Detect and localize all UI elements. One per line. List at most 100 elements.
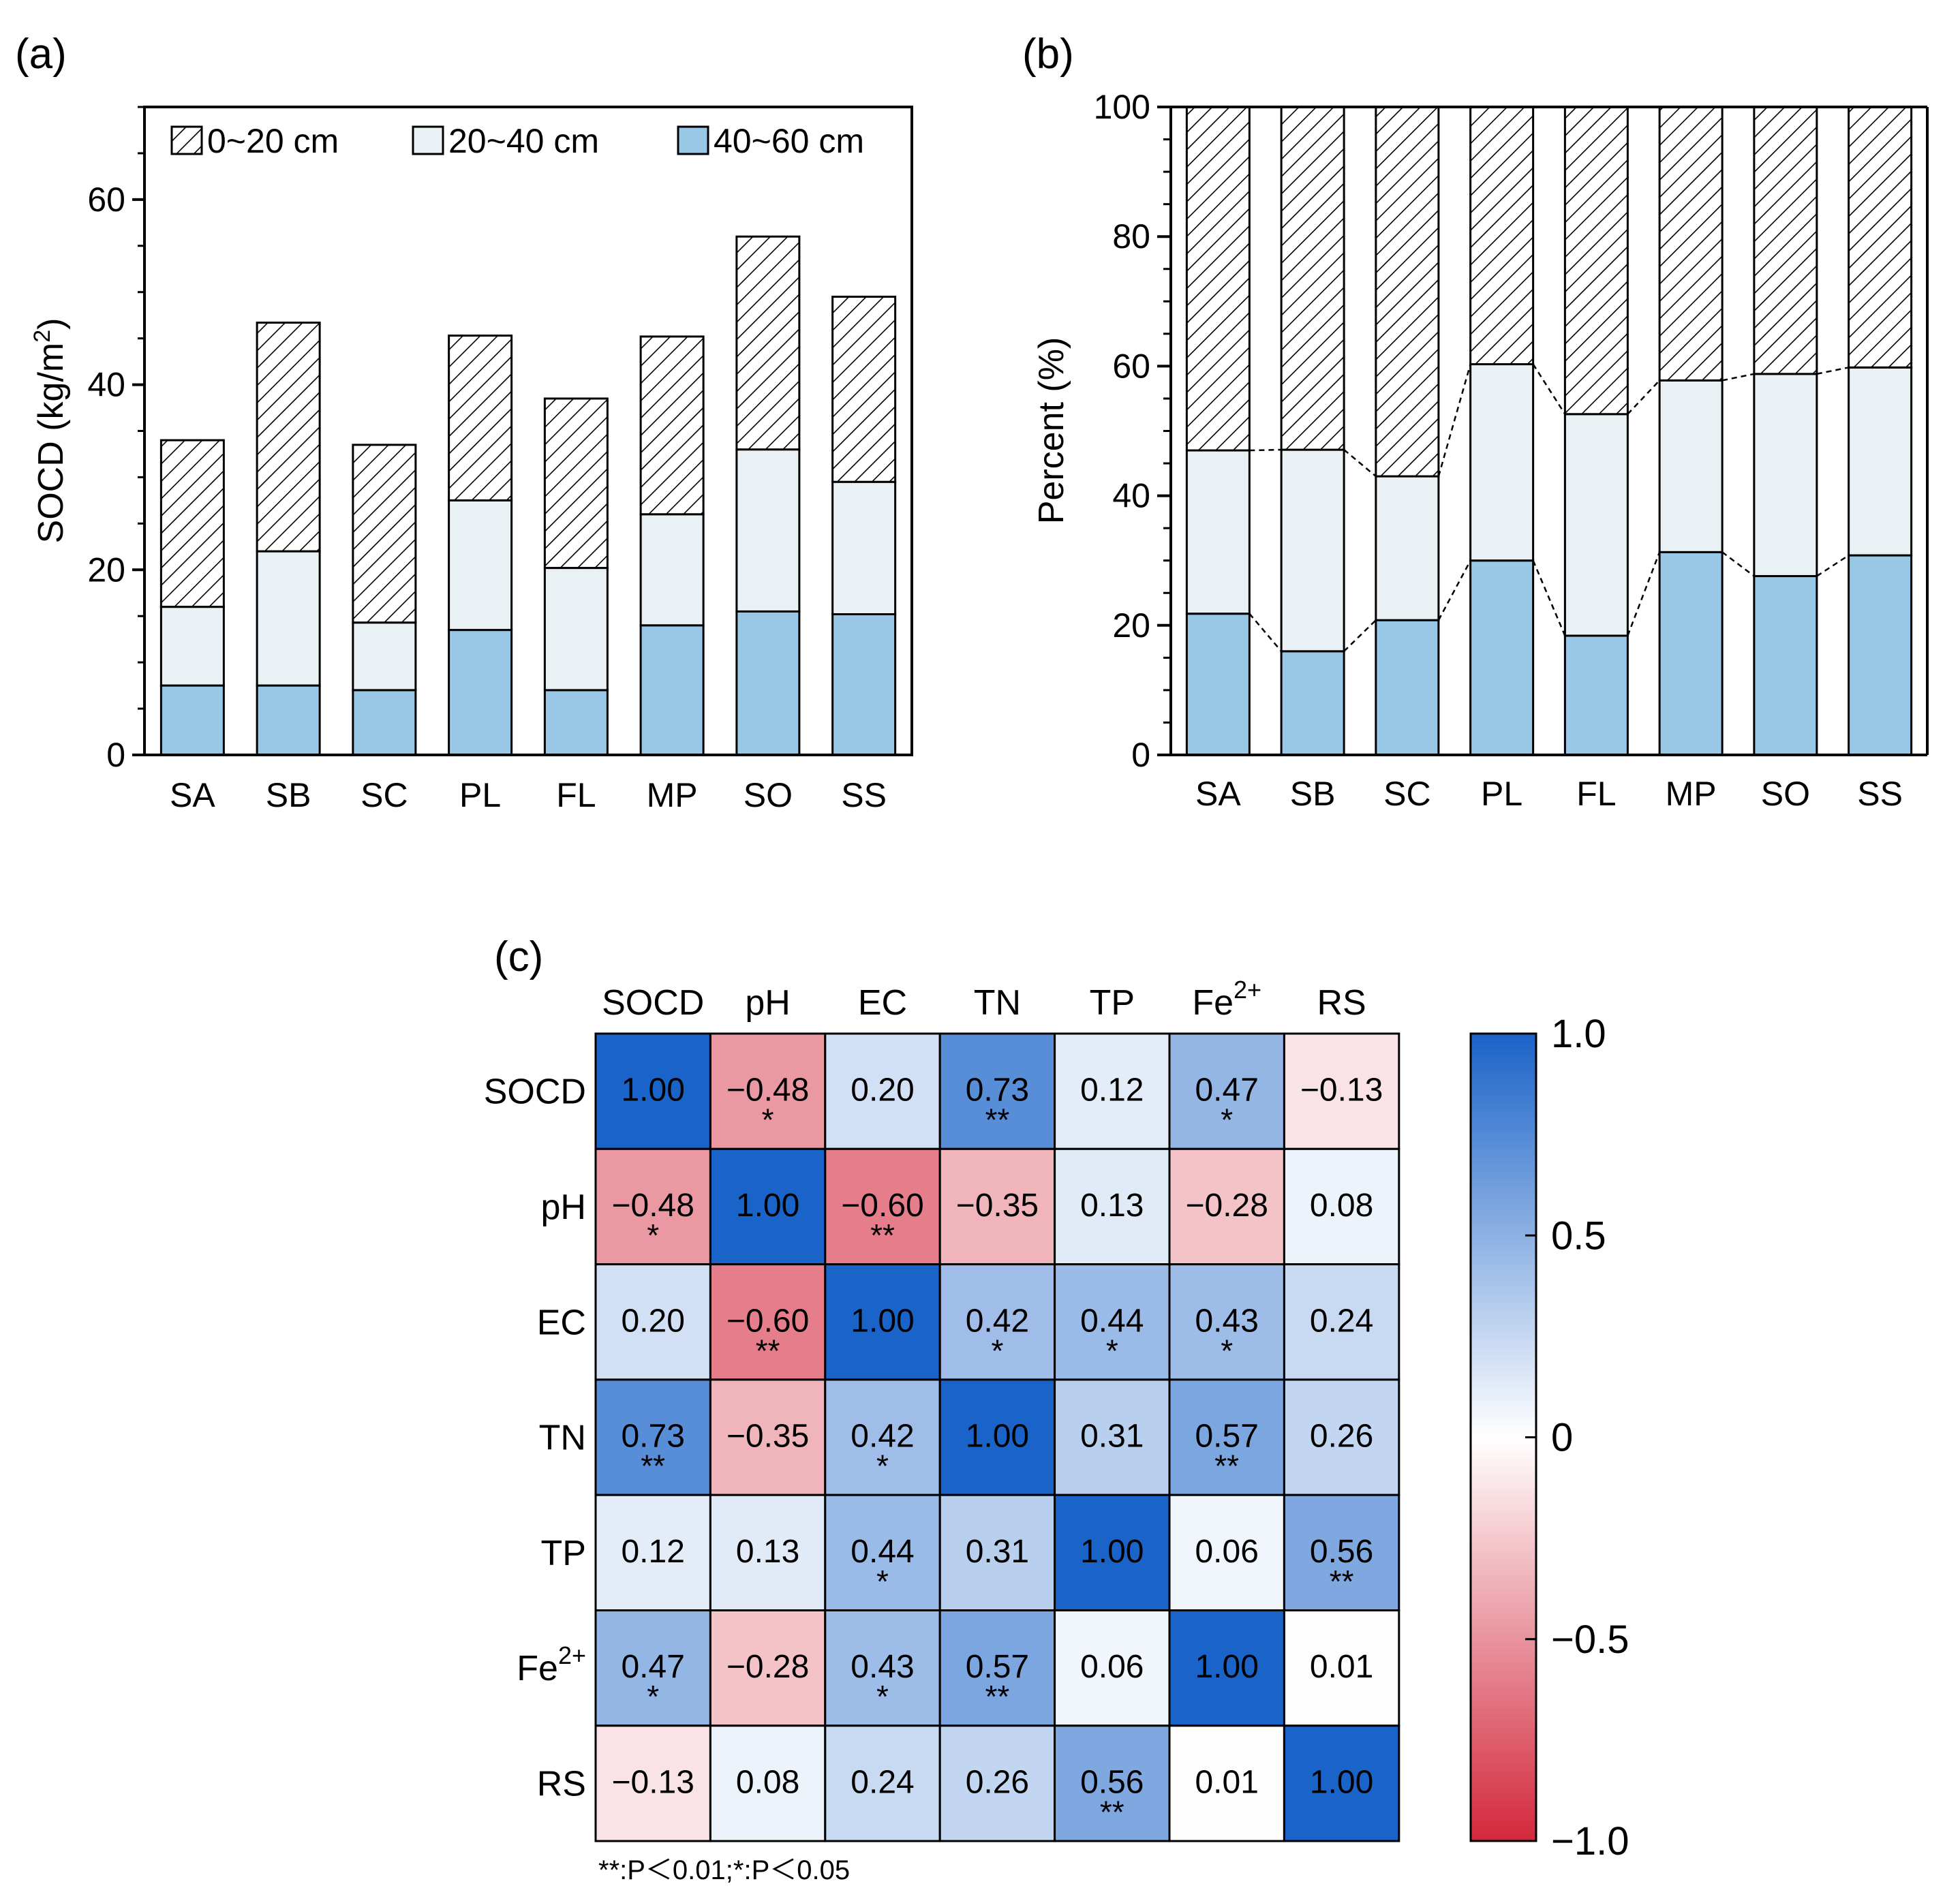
- y-tick-b-3: 60: [1112, 347, 1150, 385]
- bar-b-sc-seg-1: [1375, 475, 1440, 621]
- legend-swatch-1: [412, 125, 444, 155]
- cell-value-0-0: 1.00: [621, 1072, 684, 1109]
- bar-b-ss-seg-1: [1848, 366, 1913, 557]
- x-tick-a-so: SO: [744, 776, 793, 814]
- bar-a-pl-seg-2: [448, 335, 513, 501]
- cell-value-5-2: 0.43: [851, 1649, 914, 1685]
- y-tick-a-1: 20: [87, 551, 125, 589]
- col-label-0: SOCD: [602, 983, 704, 1023]
- colorbar-tick-1: 0.5: [1551, 1213, 1606, 1258]
- cell-value-3-5: 0.57: [1195, 1419, 1258, 1455]
- x-tick-b-ss: SS: [1857, 775, 1903, 813]
- heatmap-cell-0-6: [1283, 1032, 1400, 1150]
- panel-a-axes: SA SB SC PL FL MP SO SS 0 20 40 60: [87, 106, 913, 814]
- cell-value-0-4: 0.12: [1080, 1072, 1144, 1109]
- heatmap-cell-0-1: [709, 1032, 827, 1150]
- heatmap-cell-0-0: [594, 1032, 711, 1150]
- cell-significance-1-0: *: [647, 1218, 659, 1253]
- colorbar-tick-3: −0.5: [1551, 1618, 1629, 1662]
- colorbar-tick-4: −1.0: [1551, 1819, 1629, 1863]
- cell-significance-6-4: **: [1100, 1794, 1124, 1829]
- panel-a-bars: [159, 235, 897, 756]
- y-tick-b-5: 100: [1094, 88, 1150, 126]
- bar-a-fl-seg-1: [543, 567, 609, 692]
- y-tick-a-0: 0: [106, 736, 125, 774]
- cell-significance-0-3: **: [985, 1102, 1009, 1138]
- y-tick-a-2: 40: [87, 366, 125, 404]
- cell-value-4-2: 0.44: [851, 1534, 914, 1570]
- bar-a-sc-seg-1: [352, 621, 417, 692]
- heatmap-cell-2-2: [824, 1263, 941, 1381]
- panel-a-stacked-bar-chart: (a) SOCD (kg/m2) SA SB SC PL FL MP SO SS 0 20 40 60…: [15, 31, 913, 814]
- bar-b-sb-seg-0: [1280, 650, 1345, 756]
- x-tick-b-fl: FL: [1576, 775, 1616, 813]
- heatmap-cell-2-3: [938, 1263, 1056, 1381]
- cell-value-0-5: 0.47: [1195, 1072, 1258, 1109]
- panel-b-label: (b): [1022, 31, 1074, 78]
- connector-b-3-0: [1532, 560, 1566, 636]
- heatmap-cell-2-6: [1283, 1263, 1400, 1381]
- legend-label-0: 0~20 cm: [207, 122, 339, 160]
- panel-b-y-axis-title: Percent (%): [1032, 337, 1071, 525]
- connector-b-0-0: [1249, 613, 1283, 652]
- bar-b-ss-seg-2: [1848, 106, 1913, 369]
- bar-b-mp-seg-2: [1658, 106, 1724, 382]
- cell-value-5-5: 1.00: [1195, 1649, 1258, 1685]
- cell-significance-5-2: *: [876, 1679, 889, 1714]
- panel-c-label: (c): [494, 933, 543, 980]
- cell-significance-0-5: *: [1221, 1102, 1233, 1138]
- panel-b-axes: SA SB SC PL FL MP SO SS 0 20 40 60 80 100: [1094, 88, 1929, 813]
- connector-b-4-1: [1627, 380, 1661, 415]
- heatmap-cell-2-1: [709, 1263, 827, 1381]
- connector-b-1-0: [1343, 619, 1377, 652]
- heatmap-cell-6-4: [1054, 1724, 1171, 1842]
- cell-value-3-0: 0.73: [621, 1419, 684, 1455]
- heatmap-cells: 1.00 −0.48*0.20 0.73**0.12 0.47*−0.13−0.48*…: [594, 1032, 1400, 1842]
- connector-b-4-0: [1627, 551, 1661, 636]
- bar-a-so-seg-0: [735, 610, 801, 756]
- cell-significance-1-2: **: [870, 1218, 895, 1253]
- cell-value-0-2: 0.20: [851, 1072, 914, 1109]
- cell-significance-4-6: **: [1330, 1564, 1354, 1599]
- cell-value-2-4: 0.44: [1080, 1303, 1144, 1339]
- bar-b-sb-seg-2: [1280, 106, 1345, 451]
- heatmap-cell-4-0: [594, 1494, 711, 1611]
- x-tick-a-sa: SA: [170, 776, 215, 814]
- colorbar-tick-2: 0: [1551, 1416, 1573, 1460]
- cell-value-6-0: −0.13: [611, 1764, 694, 1800]
- heatmap-cell-6-0: [594, 1724, 711, 1842]
- connector-b-2-0: [1437, 560, 1471, 621]
- connector-b-3-1: [1532, 363, 1566, 415]
- cell-value-5-1: −0.28: [726, 1649, 809, 1685]
- cell-value-0-3: 0.73: [966, 1072, 1029, 1109]
- heatmap-cell-4-2: [824, 1494, 941, 1611]
- cell-value-2-3: 0.42: [966, 1303, 1029, 1339]
- cell-value-6-4: 0.56: [1080, 1764, 1144, 1800]
- cell-significance-4-2: *: [876, 1564, 889, 1599]
- heatmap-cell-1-0: [594, 1147, 711, 1266]
- bar-a-mp-seg-2: [639, 335, 705, 516]
- heatmap-cell-1-3: [938, 1147, 1056, 1266]
- bar-b-so-seg-1: [1753, 373, 1818, 578]
- bar-a-sb-seg-2: [256, 322, 321, 553]
- bar-b-mp-seg-1: [1658, 379, 1724, 553]
- legend-swatch-0: [170, 125, 203, 155]
- bar-b-sa-seg-1: [1185, 449, 1251, 615]
- bar-a-sa-seg-1: [159, 606, 225, 687]
- bar-a-ss-seg-1: [831, 480, 897, 615]
- cell-value-6-2: 0.24: [851, 1764, 914, 1800]
- cell-value-4-3: 0.31: [966, 1534, 1029, 1570]
- x-tick-a-ss: SS: [841, 776, 887, 814]
- y-tick-b-4: 80: [1112, 217, 1150, 256]
- row-label-5: Fe2+: [517, 1641, 586, 1688]
- significance-footnote: **:P＜0.01;*:P＜0.05: [598, 1855, 850, 1885]
- bar-b-sa-seg-2: [1185, 106, 1251, 452]
- bar-b-pl-seg-2: [1469, 106, 1535, 366]
- row-label-4: TP: [541, 1534, 586, 1573]
- cell-value-6-6: 1.00: [1310, 1764, 1373, 1800]
- cell-value-6-1: 0.08: [736, 1764, 799, 1800]
- y-tick-b-2: 40: [1112, 477, 1150, 515]
- bar-b-so-seg-2: [1753, 106, 1818, 375]
- cell-significance-2-3: *: [991, 1333, 1003, 1368]
- heatmap-cell-5-6: [1283, 1609, 1400, 1727]
